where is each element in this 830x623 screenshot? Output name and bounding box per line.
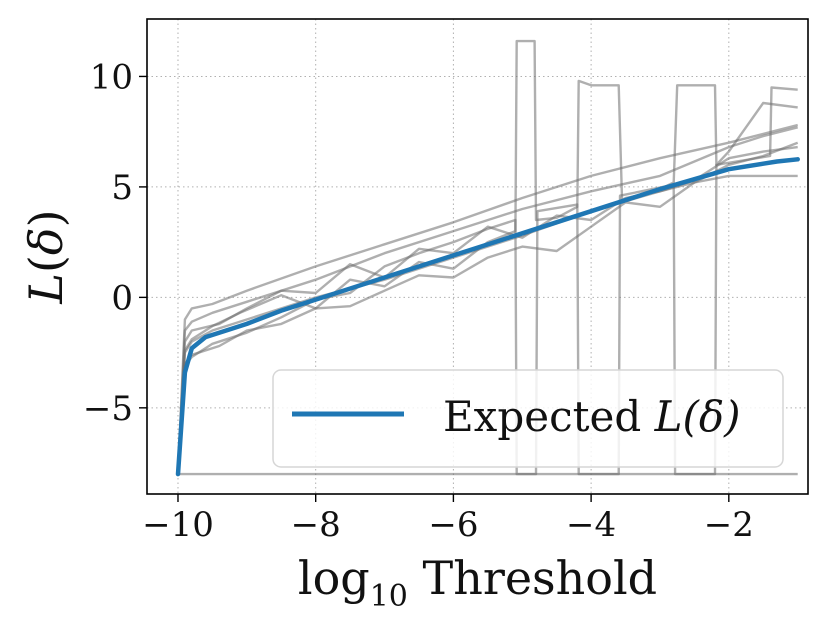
x-axis-label: log10 Threshold [298,551,657,614]
series-trial-1-line [176,123,798,475]
y-axis-label: L(δ) [19,209,73,304]
legend-label-math: L(δ) [654,392,741,441]
x-tick-label-3: −4 [566,505,616,545]
series-trial-6-line [176,39,798,475]
y-tick-label-3: 10 [90,57,133,97]
legend: Expected L(δ) [272,369,784,468]
x-tick-label-0: −10 [142,505,214,545]
trial-lines [176,39,799,476]
y-axis-label-open: ( [19,255,73,273]
legend-label-expected: Expected L(δ) [443,392,741,441]
x-tick-label-1: −8 [291,505,341,545]
y-axis-label-sym: δ [19,227,73,255]
expected-line-layer [175,157,800,477]
legend-box [272,369,784,468]
series-trial-5-line [176,141,799,475]
series-expected-line [175,157,800,477]
x-axis-label-base: log [298,551,370,605]
x-axis-label-rest: Threshold [408,551,657,605]
y-axis-label-fn: L [19,273,73,305]
y-tick-label-2: 5 [111,168,133,208]
legend-label-plain: Expected [443,392,655,441]
x-tick-label-2: −6 [428,505,478,545]
y-tick-label-0: −5 [83,389,133,429]
y-tick-label-1: 0 [111,278,133,318]
plot-frame [146,18,809,495]
x-axis-label-sub: 10 [370,579,408,614]
axis-ticks: −10 −8 −6 −4 −2 −5 0 5 10 [83,57,754,545]
x-tick-label-4: −2 [704,505,754,545]
y-axis-label-close: ) [19,209,73,227]
